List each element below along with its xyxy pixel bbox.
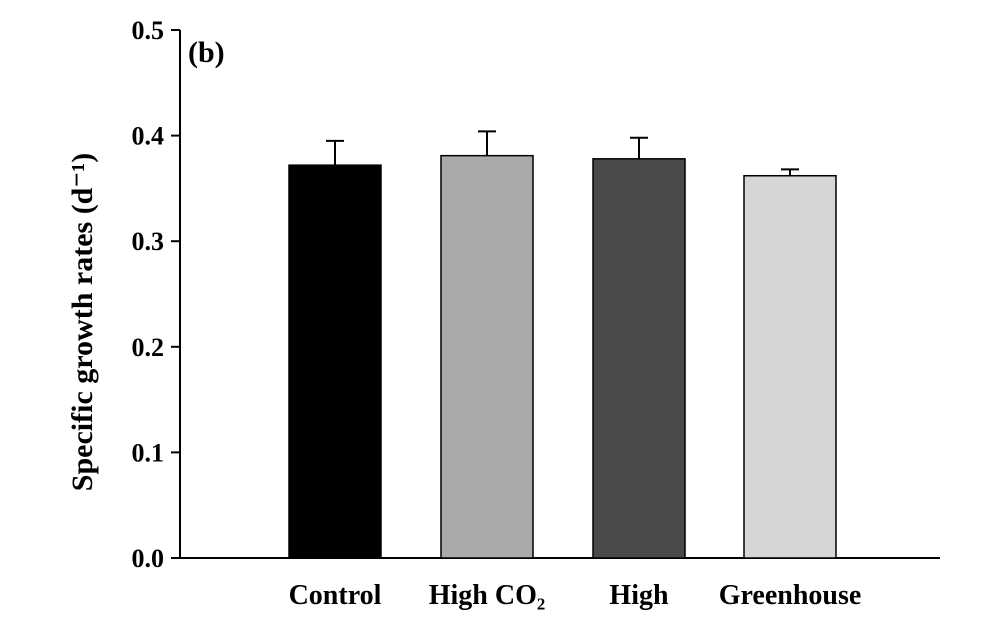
bars (288, 130, 837, 559)
bar-1 (440, 154, 534, 559)
y-tick-label: 0.1 (132, 438, 165, 467)
panel-label: (b) (188, 36, 225, 69)
labels: 0.0 0.1 0.2 0.3 0.4 0.5 Control High CO₂ High Gre… (132, 16, 862, 611)
y-tick-label: 0.0 (132, 544, 165, 573)
y-tick-label: 0.4 (132, 122, 165, 151)
y-axis-title: Specific growth rates (d⁻¹) (66, 153, 99, 491)
bar-0 (288, 164, 382, 559)
y-tick-label: 0.5 (132, 16, 165, 45)
bar-3 (743, 174, 837, 559)
y-tick-label: 0.3 (132, 227, 165, 256)
y-tick-label: 0.2 (132, 333, 165, 362)
x-tick-label: High CO₂ (429, 580, 546, 611)
x-tick-label: High (609, 580, 669, 611)
x-tick-label: Control (289, 580, 382, 611)
x-tick-label: Greenhouse (719, 580, 862, 611)
bar-2 (592, 158, 686, 559)
